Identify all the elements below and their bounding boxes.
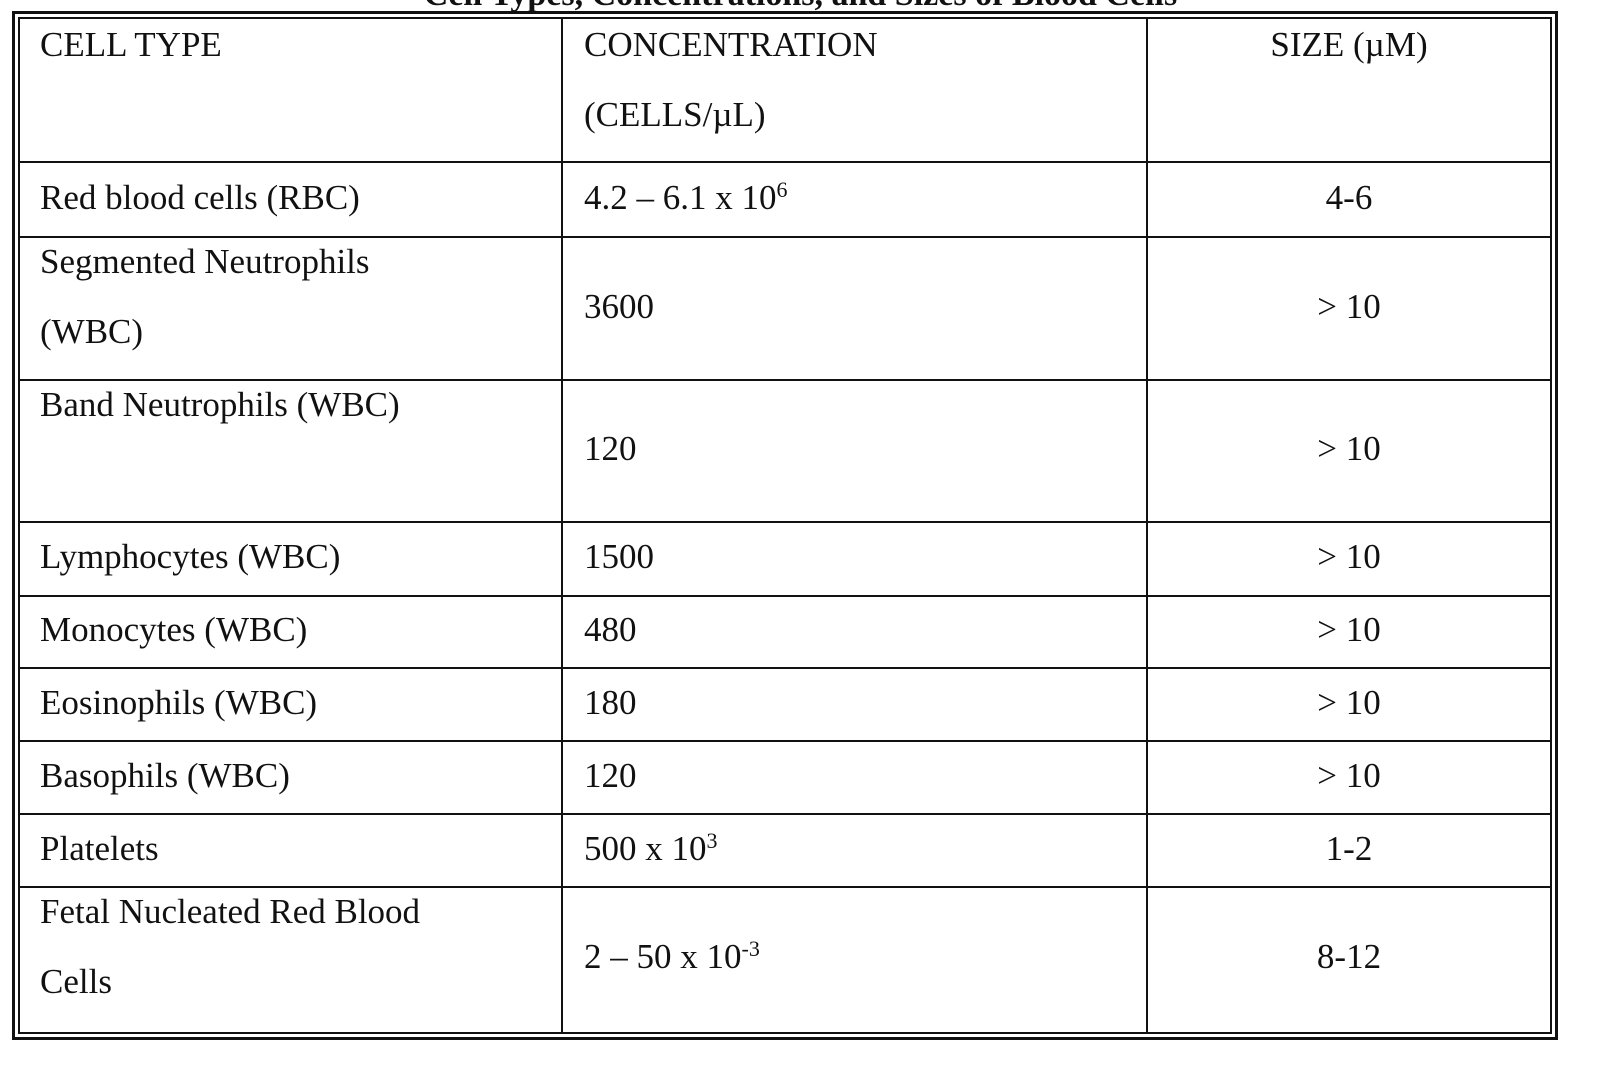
cell-size: > 10 bbox=[1149, 741, 1549, 811]
cell-type: Eosinophils (WBC) bbox=[40, 668, 550, 738]
cell-concentration: 120 bbox=[584, 741, 1134, 811]
cell-size: > 10 bbox=[1149, 595, 1549, 665]
cell-concentration: 120 bbox=[584, 414, 1134, 484]
cell-size: > 10 bbox=[1149, 272, 1549, 342]
cell-type: Platelets bbox=[40, 814, 550, 884]
cell-size: 4-6 bbox=[1149, 163, 1549, 233]
column-divider bbox=[1146, 17, 1148, 1034]
concentration-value: 1500 bbox=[584, 537, 654, 576]
cell-concentration: 480 bbox=[584, 595, 1134, 665]
concentration-value: 500 x 10 bbox=[584, 829, 707, 868]
concentration-value: 4.2 – 6.1 x 10 bbox=[584, 178, 777, 217]
cell-concentration: 180 bbox=[584, 668, 1134, 738]
cell-size: > 10 bbox=[1149, 522, 1549, 592]
concentration-exponent: 6 bbox=[777, 177, 788, 202]
cell-size: 1-2 bbox=[1149, 814, 1549, 884]
concentration-value: 2 – 50 x 10 bbox=[584, 937, 742, 976]
cell-concentration: 3600 bbox=[584, 272, 1134, 342]
cell-type: Monocytes (WBC) bbox=[40, 595, 550, 665]
concentration-value: 3600 bbox=[584, 287, 654, 326]
concentration-value: 180 bbox=[584, 683, 637, 722]
cell-type: Basophils (WBC) bbox=[40, 741, 550, 811]
cell-concentration: 4.2 – 6.1 x 106 bbox=[584, 163, 1134, 233]
column-divider bbox=[561, 17, 563, 1034]
concentration-value: 120 bbox=[584, 756, 637, 795]
cell-type: Lymphocytes (WBC) bbox=[40, 522, 550, 592]
cell-type: Band Neutrophils (WBC) bbox=[40, 370, 440, 440]
cell-type: Segmented Neutrophils (WBC) bbox=[40, 227, 440, 367]
cell-size: > 10 bbox=[1149, 668, 1549, 738]
concentration-exponent: 3 bbox=[707, 828, 718, 853]
header-concentration: CONCENTRATION (CELLS/µL) bbox=[584, 10, 914, 150]
header-size: SIZE (µM) bbox=[1149, 10, 1549, 80]
cell-type: Red blood cells (RBC) bbox=[40, 163, 550, 233]
cell-type: Fetal Nucleated Red Blood Cells bbox=[40, 877, 440, 1017]
cell-concentration: 500 x 103 bbox=[584, 814, 1134, 884]
cell-concentration: 1500 bbox=[584, 522, 1134, 592]
concentration-exponent: -3 bbox=[742, 936, 760, 961]
concentration-value: 480 bbox=[584, 610, 637, 649]
cell-size: 8-12 bbox=[1149, 922, 1549, 992]
concentration-value: 120 bbox=[584, 429, 637, 468]
header-cell-type: CELL TYPE bbox=[40, 10, 550, 80]
cell-concentration: 2 – 50 x 10-3 bbox=[584, 922, 1134, 992]
cell-size: > 10 bbox=[1149, 414, 1549, 484]
